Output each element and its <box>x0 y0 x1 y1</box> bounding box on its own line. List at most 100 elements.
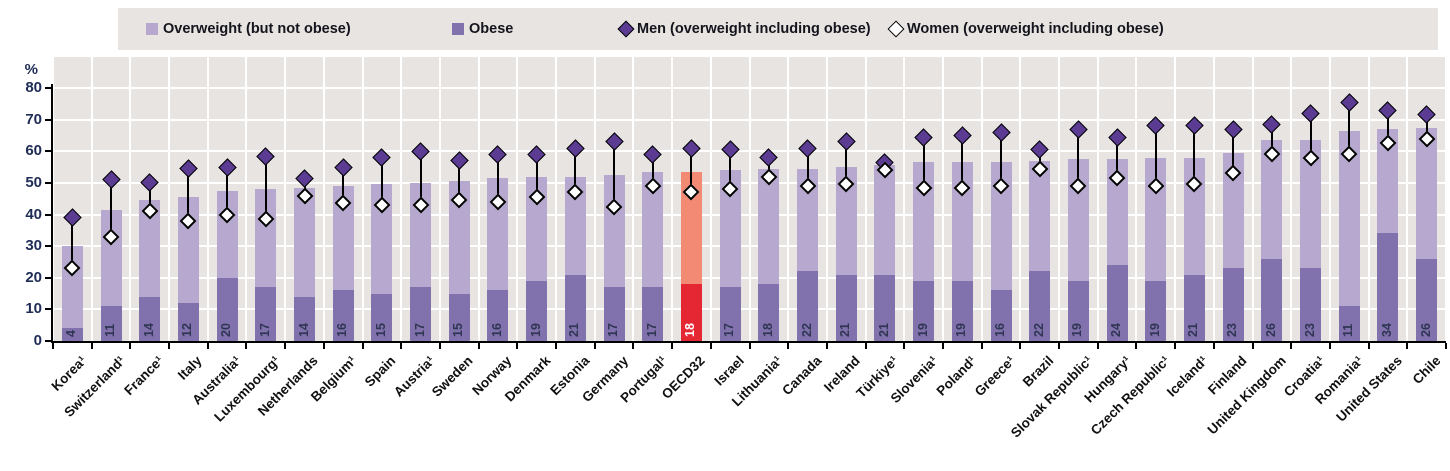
men-diamond-marker <box>837 132 856 151</box>
bar-value-label: 22 <box>799 323 814 337</box>
gridline-v-24 <box>980 57 983 341</box>
x-label-Greece¹: Greece¹ <box>971 353 1018 400</box>
men-diamond-marker <box>450 151 469 170</box>
bar-value-label: 19 <box>1070 323 1085 337</box>
y-tick-label-70: 70 <box>25 110 42 128</box>
y-tick-70 <box>45 118 52 121</box>
gridline-v-32 <box>1290 57 1293 341</box>
men-diamond-marker <box>334 157 353 177</box>
x-tick-6 <box>284 343 287 349</box>
x-tick-30 <box>1212 343 1215 349</box>
whisker <box>613 141 616 207</box>
gridline-v-16 <box>671 57 674 341</box>
bar-group-Denmark: 19 <box>517 88 556 341</box>
y-tick-10 <box>45 308 52 311</box>
y-tick-label-60: 60 <box>25 142 42 160</box>
men-diamond-marker <box>1340 93 1359 112</box>
bar-obese <box>1377 233 1399 341</box>
y-tick-20 <box>45 276 52 279</box>
whisker <box>148 182 151 212</box>
whisker <box>1193 125 1196 185</box>
whisker <box>806 148 809 187</box>
bar-value-label: 21 <box>876 323 891 337</box>
gridline-v-0 <box>52 57 54 341</box>
bar-value-label: 16 <box>993 323 1007 337</box>
men-diamond-marker <box>720 140 740 159</box>
gridline-v-6 <box>284 57 287 341</box>
x-tick-15 <box>632 343 635 349</box>
bar-group-Estonia: 21 <box>556 88 595 341</box>
x-label-Spain: Spain <box>361 353 399 390</box>
bar-value-label: 17 <box>644 323 659 337</box>
x-label-France¹: France¹ <box>121 353 167 399</box>
legend-item-overweight: Overweight (but not obese) <box>146 8 351 50</box>
men-diamond-marker <box>411 142 430 161</box>
x-tick-9 <box>400 343 403 349</box>
bar-value-label: 16 <box>489 323 504 337</box>
x-tick-12 <box>516 343 519 349</box>
bar-obese <box>526 280 548 341</box>
x-tick-17 <box>709 343 712 349</box>
gridline-v-22 <box>903 57 906 341</box>
men-diamond-marker <box>643 145 662 164</box>
whisker <box>1232 129 1235 174</box>
bar-value-label: 21 <box>838 323 853 337</box>
gridline-v-9 <box>400 57 403 341</box>
gridline-v-14 <box>593 57 596 341</box>
men-diamond-marker <box>372 148 392 167</box>
gridline-v-13 <box>555 57 558 341</box>
bar-obese <box>642 287 664 341</box>
bar-group-Croatia¹: 23 <box>1291 88 1330 341</box>
whisker <box>690 148 693 193</box>
bar-obese <box>255 287 277 341</box>
bar-obese <box>758 284 780 341</box>
bar-value-label: 18 <box>683 323 698 337</box>
bar-value-label: 21 <box>567 323 582 337</box>
men-diamond-marker <box>914 127 933 147</box>
legend-label-women: Women (overweight including obese) <box>907 21 1164 37</box>
y-tick-label-50: 50 <box>25 173 42 191</box>
y-tick-80 <box>45 87 52 89</box>
men-diamond-marker <box>179 159 198 178</box>
x-label-Austria¹: Austria¹ <box>390 353 438 400</box>
bar-value-label: 17 <box>722 323 737 337</box>
whisker <box>767 157 770 177</box>
legend: Overweight (but not obese) Obese Men (ov… <box>118 8 1438 50</box>
whisker <box>110 179 113 237</box>
bar-group-Hungary¹: 24 <box>1098 88 1137 341</box>
plot-area: 4 11 14 12 20 17 14 16 15 17 15 16 19 21 17 17 18 17 18 22 2… <box>53 88 1446 341</box>
men-diamond-marker <box>759 148 779 167</box>
x-axis-labels: Korea¹ Switzerland¹ France¹ Italy Australia¹… <box>48 347 1446 467</box>
bar-obese <box>332 290 354 341</box>
bar-group-Italy: 12 <box>169 88 208 341</box>
bar-value-label: 24 <box>1109 323 1124 337</box>
gridline-v-23 <box>941 57 944 341</box>
whisker <box>226 167 229 215</box>
whisker <box>71 217 74 269</box>
bar-obese <box>835 274 857 341</box>
whisker <box>729 149 732 190</box>
bar-obese <box>1416 258 1438 341</box>
x-label-Sweden: Sweden <box>429 353 476 400</box>
men-diamond-marker <box>1417 105 1436 125</box>
whisker <box>342 167 345 204</box>
gridline-v-36 <box>1445 57 1447 341</box>
legend-item-men: Men (overweight including obese) <box>617 8 871 50</box>
bar-obese <box>216 277 238 341</box>
bar-value-label: 14 <box>141 323 156 337</box>
x-tick-5 <box>245 343 248 349</box>
gridline-v-8 <box>361 57 364 341</box>
gridline-v-11 <box>477 57 480 341</box>
x-label-Canada: Canada <box>779 353 825 399</box>
bar-value-label: 23 <box>1302 323 1317 337</box>
men-diamond-marker <box>101 170 121 189</box>
x-tick-10 <box>438 343 441 349</box>
bar-value-label: 11 <box>1341 323 1356 337</box>
men-diamond-marker <box>798 138 817 158</box>
whisker <box>961 135 964 188</box>
men-diamond-marker <box>1107 127 1127 147</box>
x-tick-31 <box>1251 343 1254 349</box>
bar-value-label: 15 <box>451 323 466 337</box>
men-diamond-marker <box>488 145 508 164</box>
